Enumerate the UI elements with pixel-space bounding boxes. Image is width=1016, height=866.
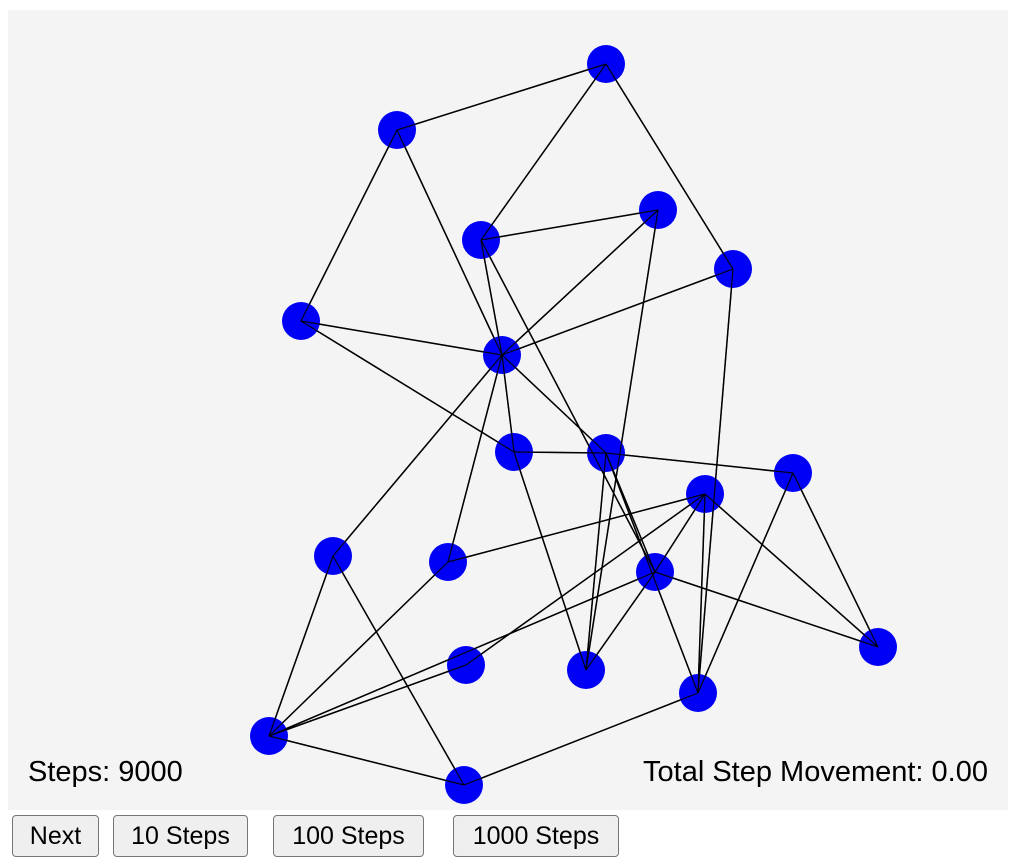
graph-edge-overlay [501, 209, 659, 356]
graph-edge-overlay [332, 354, 503, 557]
graph-edge-overlay [268, 735, 465, 786]
graph-edge-overlay [585, 571, 656, 671]
graph-svg [250, 45, 897, 804]
graph-edge-overlay [654, 493, 706, 573]
graph-edge-overlay [605, 452, 699, 694]
graph-edge-overlay [300, 129, 398, 322]
graph-edge-overlay [501, 354, 607, 454]
graph-edge-overlay [654, 571, 879, 648]
graph-edge-overlay [300, 320, 515, 453]
graph-edge-overlay [513, 451, 607, 454]
total-step-movement: Total Step Movement: 0.00 [643, 756, 988, 788]
graph-edge-overlay [480, 63, 607, 241]
graph-edge-overlay [396, 129, 503, 356]
graph-canvas: Steps: 9000 Total Step Movement: 0.00 [8, 10, 1008, 810]
graph-edge-overlay [463, 692, 699, 786]
hundred-steps-button[interactable]: 100 Steps [273, 815, 424, 857]
graph-edge-overlay [513, 451, 587, 671]
graph-edge-overlay [480, 209, 659, 241]
graph-edge-overlay [268, 555, 334, 737]
graph-edge-overlay [447, 354, 503, 563]
graph-edge-overlay [704, 493, 879, 648]
graph-edge-overlay [697, 493, 706, 694]
graph-edge-overlay [605, 452, 794, 474]
graph-edge-overlay [605, 63, 734, 270]
graph-edge-overlay [447, 493, 706, 563]
next-button[interactable]: Next [12, 815, 99, 857]
graph-edge-overlay [268, 664, 467, 737]
controls-bar: Next 10 Steps 100 Steps 1000 Steps [0, 812, 1016, 866]
graph-edge-overlay [697, 268, 734, 694]
graph-edge-overlay [396, 63, 607, 131]
graph-edge-overlay [697, 472, 794, 694]
graph-edge-overlay [480, 239, 503, 356]
graph-edge-overlay [792, 472, 879, 648]
steps-counter: Steps: 9000 [28, 756, 183, 788]
graph-edge-overlay [501, 268, 734, 356]
graph-edge-overlay [465, 493, 706, 666]
graph-edge-overlay [300, 320, 503, 356]
graph-edge-overlay [501, 354, 515, 453]
graph-edge-overlay [332, 555, 465, 786]
graph-edge-overlay [268, 571, 656, 737]
graph-edge-overlay [268, 561, 449, 737]
graph-edge-overlay [585, 209, 659, 671]
graph-edge-overlay [585, 452, 607, 671]
graph-edge-overlay [480, 239, 656, 573]
thousand-steps-button[interactable]: 1000 Steps [453, 815, 619, 857]
ten-steps-button[interactable]: 10 Steps [113, 815, 248, 857]
